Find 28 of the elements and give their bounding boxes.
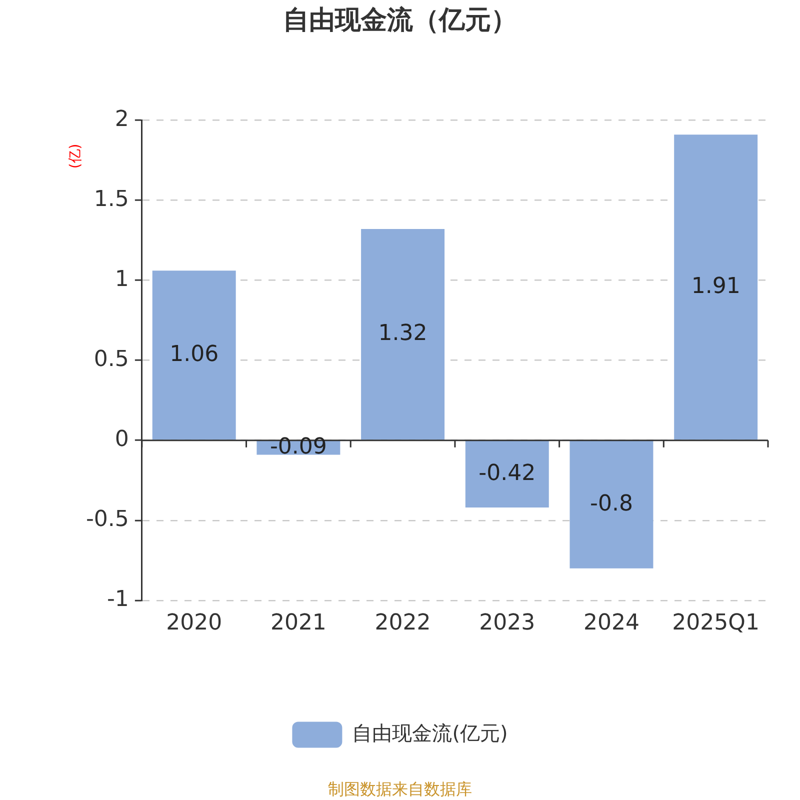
data-label: -0.42 (478, 460, 536, 486)
bar (152, 270, 236, 440)
y-tick-label: -0.5 (86, 507, 129, 532)
data-label: -0.8 (590, 491, 633, 516)
bar (361, 229, 445, 440)
x-tick-label: 2020 (166, 610, 222, 636)
data-label: -0.09 (270, 434, 327, 460)
y-tick-label: 1.5 (94, 186, 129, 212)
data-label: 1.06 (170, 342, 219, 367)
data-label: 1.91 (691, 274, 740, 299)
bar (570, 440, 654, 568)
y-axis-title: (亿) (68, 144, 84, 169)
bar (674, 134, 758, 440)
x-tick-label: 2022 (374, 610, 431, 636)
text: 制图数据来自数据库 (328, 780, 472, 799)
y-tick-label: -1 (106, 587, 129, 612)
x-tick-label: 2024 (583, 610, 640, 636)
legend-label: 自由现金流(亿元) (352, 721, 508, 746)
data-label: 1.32 (378, 321, 428, 346)
y-tick-label: 0 (114, 427, 129, 452)
y-tick-label: 0.5 (94, 347, 129, 372)
x-tick-label: 2025Q1 (672, 610, 760, 636)
x-tick-label: 2021 (270, 610, 326, 636)
chart-title: 自由现金流（亿元） (283, 5, 517, 36)
bar (465, 440, 549, 508)
y-tick-label: 1 (114, 266, 129, 292)
x-tick-label: 2023 (479, 610, 536, 636)
y-tick-label: 2 (114, 106, 129, 132)
